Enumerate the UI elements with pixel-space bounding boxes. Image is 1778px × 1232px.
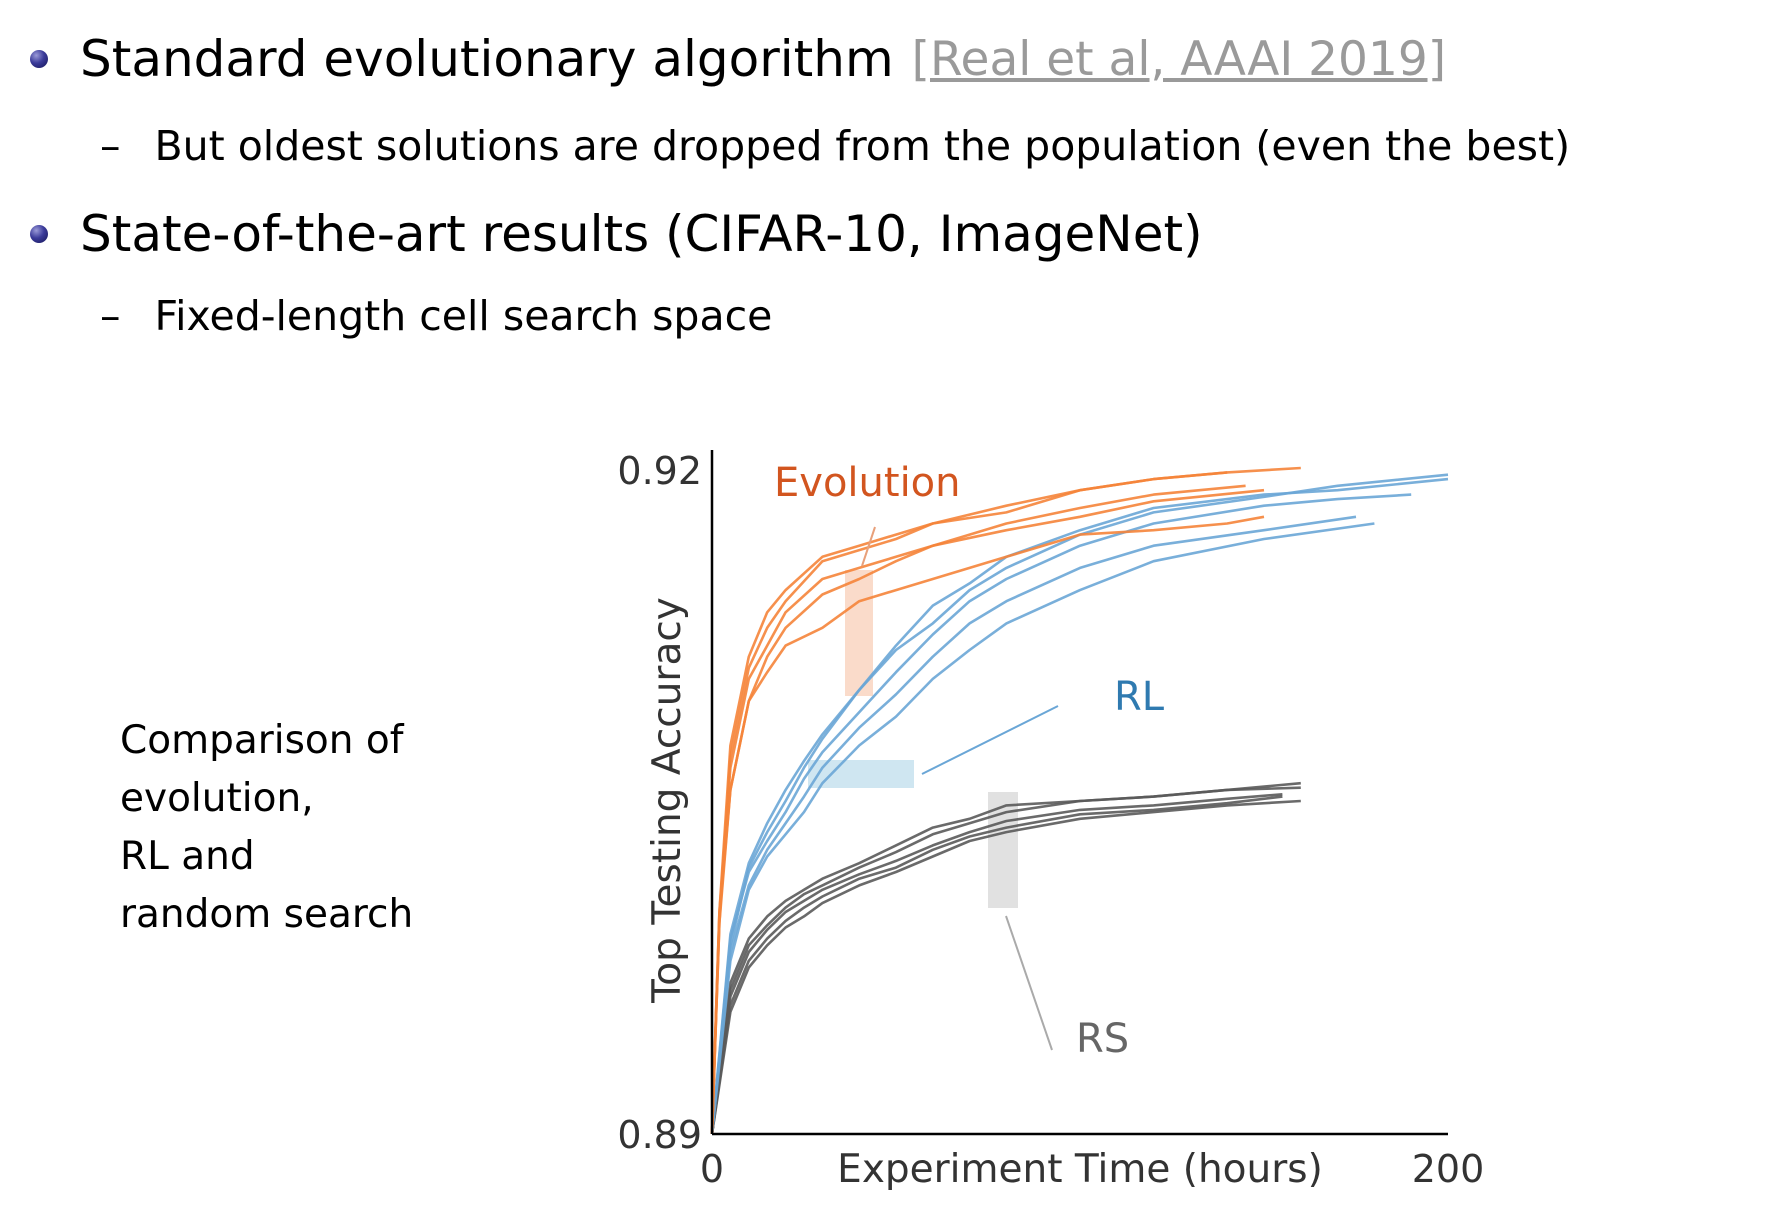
evolution-series-line (710, 515, 1265, 1135)
rl-leader (921, 705, 1059, 775)
rl-series-line (710, 473, 1449, 1135)
sub-bullet-1: – But oldest solutions are dropped from … (100, 122, 1570, 170)
rl-series-line (710, 515, 1357, 1135)
bullet-1-text: Standard evolutionary algorithm (80, 30, 894, 88)
x-tick-label: 0 (700, 1147, 724, 1191)
evolution-series-line (710, 471, 1228, 1135)
rs-series-line (710, 786, 1301, 1135)
evolution-label: Evolution (774, 460, 961, 506)
evolution-series-line (710, 488, 1265, 1135)
bullet-1: Standard evolutionary algorithm [Real et… (30, 30, 1446, 88)
rs-series-line (710, 799, 1301, 1135)
accuracy-chart: 0.92 0.89 0 200 Experiment Time (hours) … (617, 449, 1485, 1192)
x-tick-label: 200 (1412, 1147, 1485, 1191)
bullet-icon (30, 50, 48, 68)
x-axis-label: Experiment Time (hours) (837, 1147, 1323, 1192)
series-lines (710, 466, 1449, 1135)
rs-label: RS (1076, 1016, 1129, 1062)
dash-icon: – (100, 122, 121, 170)
citation-link[interactable]: [Real et al, AAAI 2019] (911, 31, 1447, 87)
rl-label: RL (1114, 674, 1165, 720)
chart-caption: Comparison of evolution, RL and random s… (120, 712, 413, 944)
bullet-2: State-of-the-art results (CIFAR-10, Imag… (30, 205, 1203, 263)
sub-bullet-1-text: But oldest solutions are dropped from th… (154, 122, 1571, 170)
rs-series-line (710, 795, 1283, 1135)
y-axis-label: Top Testing Accuracy (645, 597, 690, 1004)
bullet-icon (30, 225, 48, 243)
rl-series-line (710, 477, 1449, 1135)
caption-line: Comparison of (120, 718, 404, 763)
rs-series-line (710, 793, 1283, 1135)
y-tick-label: 0.89 (617, 1113, 702, 1157)
evolution-leader (861, 526, 876, 567)
highlight-bands (808, 570, 1018, 908)
y-tick-label: 0.92 (617, 449, 702, 493)
caption-line: evolution, (120, 776, 314, 821)
sub-bullet-2-text: Fixed-length cell search space (154, 292, 773, 340)
bullet-2-text: State-of-the-art results (CIFAR-10, Imag… (80, 205, 1203, 263)
sub-bullet-2: – Fixed-length cell search space (100, 292, 772, 340)
evolution-band (845, 570, 873, 696)
rs-leader (1005, 915, 1053, 1051)
dash-icon: – (100, 292, 121, 340)
rl-series-line (710, 493, 1412, 1135)
caption-line: RL and (120, 834, 255, 879)
caption-line: random search (120, 892, 414, 937)
rl-series-line (710, 522, 1375, 1135)
